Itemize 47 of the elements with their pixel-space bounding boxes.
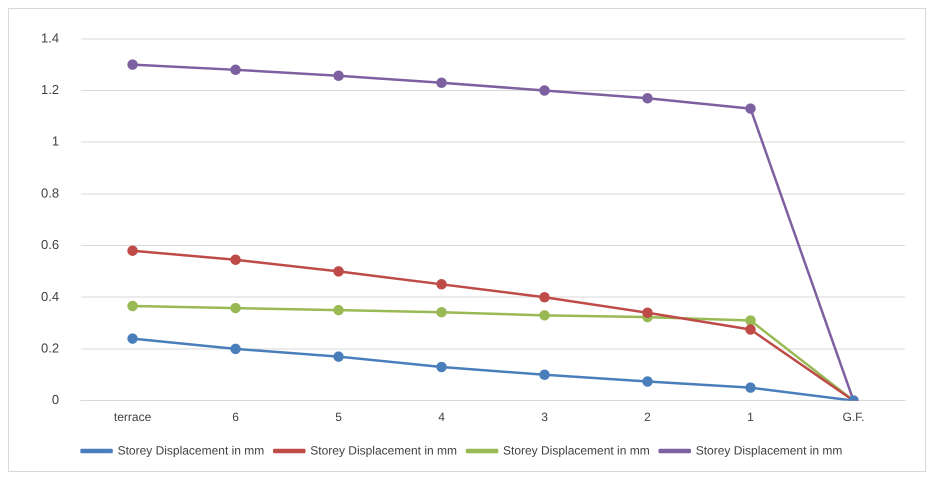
point — [539, 292, 550, 302]
y-tick-label: 0 — [52, 392, 60, 408]
point — [436, 77, 447, 88]
point — [333, 304, 344, 316]
point — [539, 310, 550, 321]
y-tick-label: 1.4 — [40, 30, 60, 46]
point — [642, 92, 653, 104]
y-tick-label: 0.4 — [40, 288, 60, 304]
point — [436, 279, 447, 290]
y-tick-label: 0.6 — [40, 237, 60, 252]
point — [745, 324, 756, 335]
point — [539, 85, 550, 96]
x-tick-label: 4 — [438, 410, 446, 424]
point — [539, 370, 550, 380]
point — [333, 266, 344, 277]
point — [745, 315, 756, 326]
point — [333, 70, 344, 82]
point — [642, 307, 653, 318]
point — [436, 362, 447, 372]
legend-label: Storey Displacement in mm — [118, 443, 264, 458]
y-tick-label: 0.8 — [40, 185, 60, 200]
point — [745, 382, 756, 393]
legend-label: Storey Displacement in mm — [696, 443, 842, 458]
point — [642, 376, 653, 387]
x-tick-label: terrace — [114, 410, 152, 424]
x-tick-label: 6 — [232, 410, 240, 424]
point — [333, 351, 344, 362]
y-tick-label: 1 — [52, 134, 60, 149]
point — [230, 302, 241, 314]
y-tick-label: 1.2 — [40, 82, 60, 98]
point — [127, 300, 138, 312]
point — [436, 306, 447, 318]
x-tick-label: 3 — [541, 410, 548, 424]
point — [230, 64, 241, 76]
point — [745, 103, 756, 114]
x-tick-label: 2 — [644, 410, 652, 424]
point — [230, 254, 241, 266]
y-tick-label: 0.2 — [40, 340, 60, 356]
point — [127, 333, 138, 344]
point — [127, 59, 138, 70]
x-tick-label: 1 — [747, 410, 754, 424]
point — [127, 245, 138, 256]
x-tick-label: 5 — [335, 410, 342, 424]
x-tick-label: G.F. — [842, 410, 865, 424]
point — [230, 344, 241, 354]
legend-label: Storey Displacement in mm — [503, 443, 650, 458]
legend-label: Storey Displacement in mm — [310, 443, 458, 458]
